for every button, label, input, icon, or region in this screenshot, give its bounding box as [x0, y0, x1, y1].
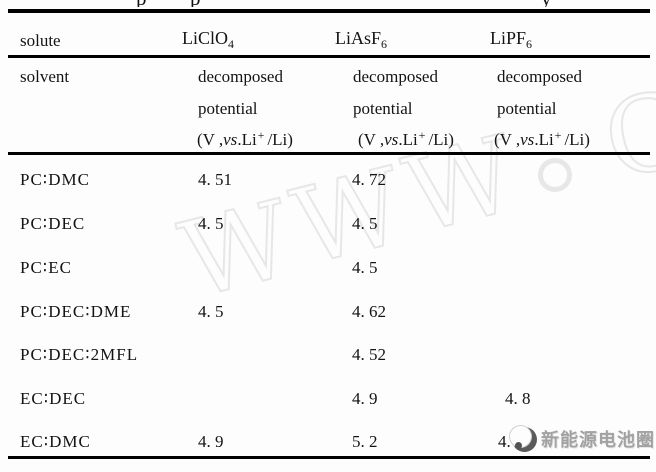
value-cell: 4. 52	[352, 345, 386, 364]
subheader-word: potential	[497, 99, 557, 118]
brand-logo-text: 新能源电池圈	[541, 430, 655, 451]
unit-label: (V ,vs.Li+/Li)	[358, 128, 454, 150]
unit-suffix: /Li)	[564, 130, 590, 149]
brand-logo: 新能源电池圈	[510, 425, 655, 452]
unit-vs: vs	[384, 130, 399, 149]
solute-formula-liclo4: LiClO4	[182, 28, 234, 52]
caption-fragment: p	[136, 0, 147, 7]
watermark-period	[538, 158, 572, 192]
subheader-word: potential	[353, 99, 413, 118]
solvent-cell: PC∶DMC	[20, 170, 90, 189]
table-header-divider	[8, 55, 650, 58]
value-cell: 4. 8	[505, 389, 531, 408]
value-cell: 4. 5	[352, 214, 378, 233]
table-top-border	[8, 9, 650, 13]
solvent-cell: PC∶DEC∶2MFL	[20, 345, 139, 364]
solute-formula-liasf6: LiAsF6	[335, 28, 387, 52]
formula-subscript: 4	[228, 37, 235, 51]
solute-formula-lipf6: LiPF6	[490, 28, 532, 52]
subheader-word: decomposed	[353, 67, 438, 86]
unit-prefix: (V ,	[358, 130, 385, 149]
solvent-cell: PC∶EC	[20, 258, 72, 277]
solvent-cell: PC∶DEC∶DME	[20, 302, 132, 321]
caption-fragment: y	[541, 0, 552, 7]
watermark-letter: W	[281, 144, 417, 290]
unit-suffix: /Li)	[428, 130, 454, 149]
unit-vs: vs	[520, 130, 535, 149]
unit-label: (V ,vs.Li+/Li)	[197, 128, 293, 150]
subheader-word: potential	[198, 99, 258, 118]
table-subheader-divider	[8, 152, 650, 155]
unit-prefix: (V ,	[197, 130, 224, 149]
watermark-letter: W	[169, 177, 305, 323]
solvent-cell: PC∶DEC	[20, 214, 86, 233]
caption-fragment: p	[190, 0, 201, 7]
value-cell: 4. 9	[198, 432, 224, 451]
watermark-letter: C	[593, 66, 656, 204]
formula-text: LiClO	[182, 28, 229, 48]
value-cell: 5. 2	[352, 432, 378, 451]
formula-text: LiAsF	[335, 28, 382, 48]
table-bottom-border	[8, 456, 650, 459]
value-cell: 4. 5	[198, 214, 224, 233]
unit-mid: .Li	[237, 130, 257, 149]
unit-superscript: +	[418, 128, 426, 142]
formula-text: LiPF	[490, 28, 527, 48]
solvent-header-label: solvent	[20, 67, 70, 86]
value-cell: 4. 9	[352, 389, 378, 408]
cropped-caption-line: p p y	[0, 0, 656, 7]
value-cell: 4. 5	[352, 258, 378, 277]
unit-mid: .Li	[398, 130, 418, 149]
value-cell: 4. 72	[352, 170, 386, 189]
unit-superscript: +	[257, 128, 265, 142]
value-cell: 4. 5	[198, 302, 224, 321]
unit-label: (V ,vs.Li+/Li)	[494, 128, 590, 150]
value-cell: 4. 62	[352, 302, 386, 321]
unit-mid: .Li	[534, 130, 554, 149]
subheader-word: decomposed	[198, 67, 283, 86]
formula-subscript: 6	[381, 37, 388, 51]
unit-superscript: +	[554, 128, 562, 142]
solute-header-label: solute	[20, 31, 61, 50]
unit-vs: vs	[223, 130, 238, 149]
value-cell: 4. 51	[198, 170, 232, 189]
unit-prefix: (V ,	[494, 130, 521, 149]
solvent-cell: EC∶DMC	[20, 432, 91, 451]
formula-subscript: 6	[526, 37, 533, 51]
solvent-cell: EC∶DEC	[20, 389, 87, 408]
brand-logo-icon	[510, 425, 537, 452]
subheader-word: decomposed	[497, 67, 582, 86]
unit-suffix: /Li)	[267, 130, 293, 149]
